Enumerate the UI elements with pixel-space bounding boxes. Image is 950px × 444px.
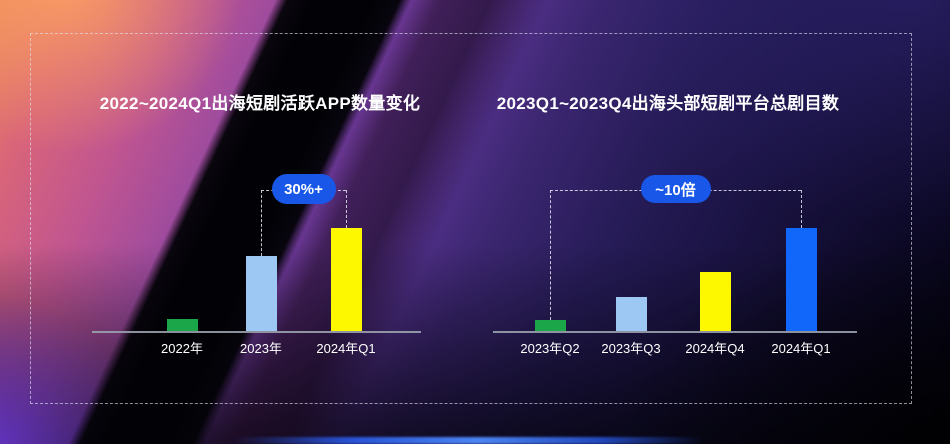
annotation-drop-line (346, 190, 347, 228)
axis-label: 2022年 (161, 341, 203, 356)
bar (699, 272, 731, 331)
bar (166, 319, 198, 331)
x-axis (493, 331, 857, 333)
annotation-pill: ~10倍 (640, 175, 711, 203)
bar (615, 297, 647, 331)
axis-label: 2024年Q4 (685, 341, 745, 356)
right-chart-title: 2023Q1~2023Q4出海头部短剧平台总剧目数 (496, 94, 840, 113)
axis-label: 2023年Q2 (520, 341, 580, 356)
bar (245, 256, 277, 331)
annotation-drop-line (550, 190, 551, 320)
bar (785, 228, 817, 331)
axis-label: 2024年Q1 (316, 341, 376, 356)
bottom-blue-glow (232, 437, 704, 444)
annotation-pill: 30%+ (271, 174, 336, 204)
left-chart-title: 2022~2024Q1出海短剧活跃APP数量变化 (99, 94, 421, 113)
axis-label: 2023年 (240, 341, 282, 356)
bar (534, 320, 566, 331)
annotation-drop-line (261, 190, 262, 256)
axis-label: 2024年Q1 (771, 341, 831, 356)
axis-label: 2023年Q3 (601, 341, 661, 356)
dashed-frame (30, 33, 912, 404)
bar (330, 228, 362, 331)
annotation-drop-line (801, 190, 802, 228)
x-axis (92, 331, 421, 333)
